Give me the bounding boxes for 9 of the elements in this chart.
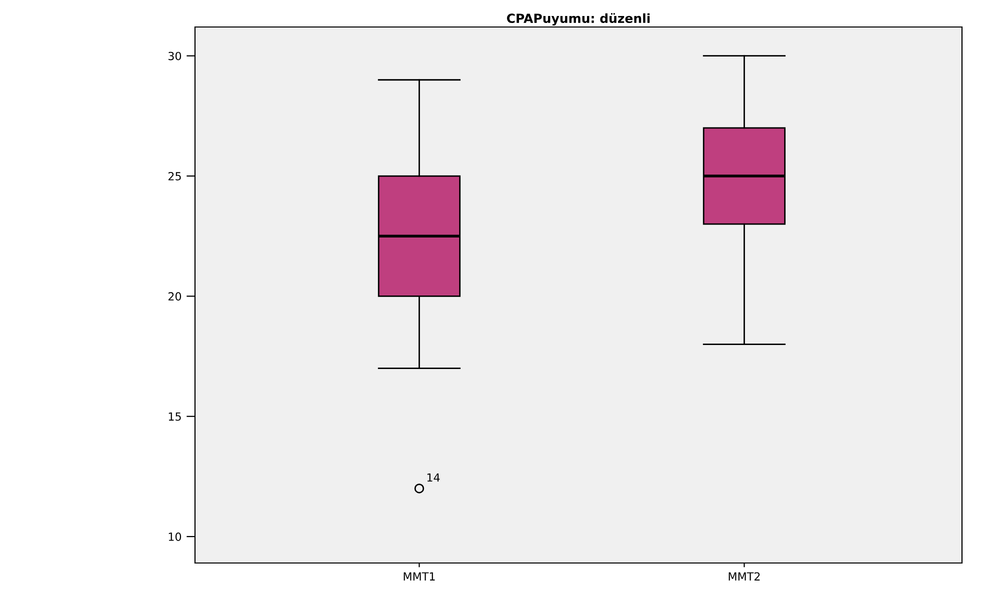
y-tick-label: 15 (168, 412, 181, 421)
y-tick-label: 25 (168, 172, 181, 180)
annotation: 14 (427, 473, 440, 482)
x-tick-label: MMT1 (404, 572, 435, 580)
y-tick-label: 20 (168, 292, 182, 301)
chart-title: CPAPuyumu: düzenli (506, 13, 650, 26)
y-tick-label: 10 (168, 532, 182, 541)
y-tick-label: 30 (168, 52, 182, 60)
x-tick-label: MMT2 (728, 572, 760, 580)
